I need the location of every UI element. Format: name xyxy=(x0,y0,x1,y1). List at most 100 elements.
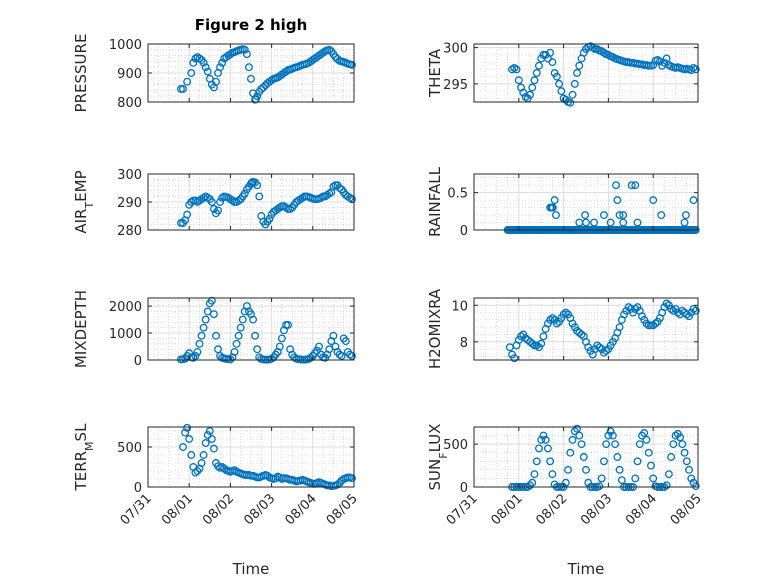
data-point xyxy=(189,353,198,362)
data-point xyxy=(680,448,689,457)
data-point xyxy=(197,459,206,467)
series xyxy=(505,299,700,363)
data-point xyxy=(691,306,700,315)
data-point xyxy=(669,440,678,449)
data-point xyxy=(275,342,284,351)
data-point xyxy=(207,296,216,305)
data-point xyxy=(564,465,573,474)
series xyxy=(177,177,356,229)
data-point xyxy=(573,424,581,433)
data-point xyxy=(595,482,604,491)
data-point xyxy=(517,332,525,341)
data-point xyxy=(207,198,216,206)
data-point xyxy=(664,470,673,479)
data-point xyxy=(635,440,644,449)
data-point xyxy=(647,461,655,470)
data-point xyxy=(590,218,599,227)
x-axis-label: Time xyxy=(567,560,605,578)
data-point xyxy=(267,76,276,85)
axes-box xyxy=(147,297,355,361)
y-tick-label: 1000 xyxy=(109,38,142,53)
data-point xyxy=(209,310,218,319)
data-point xyxy=(680,218,689,227)
y-tick-label: 500 xyxy=(443,438,468,453)
data-point xyxy=(573,69,581,77)
data-point xyxy=(179,443,187,451)
axes-box xyxy=(147,426,355,488)
data-point xyxy=(193,467,202,475)
axes-box xyxy=(473,426,699,488)
data-point xyxy=(199,451,208,459)
data-point xyxy=(537,435,546,444)
subplot-air-temp: 280 290 300 AIRTEMP xyxy=(72,168,356,239)
data-point xyxy=(631,304,640,313)
data-point xyxy=(579,453,588,461)
series xyxy=(177,45,356,104)
data-point xyxy=(604,431,613,440)
data-point xyxy=(657,211,666,220)
data-point xyxy=(662,481,671,490)
data-point xyxy=(207,435,216,443)
data-point xyxy=(218,58,227,67)
axes-box xyxy=(473,43,699,103)
data-point xyxy=(201,439,210,447)
data-point xyxy=(191,352,200,360)
y-axis-label: AIRTEMP xyxy=(72,170,96,233)
data-point xyxy=(546,48,555,57)
data-point xyxy=(566,98,575,107)
data-point xyxy=(277,334,286,343)
figure-title: Figure 2 high xyxy=(195,16,308,34)
data-point xyxy=(539,332,548,341)
data-point xyxy=(535,444,543,453)
data-point xyxy=(263,471,272,480)
data-point xyxy=(577,440,586,449)
data-point xyxy=(526,90,534,99)
y-tick-label: 1000 xyxy=(109,327,142,342)
data-point xyxy=(179,84,187,93)
data-point xyxy=(608,431,617,440)
data-point xyxy=(312,346,321,355)
data-point xyxy=(606,218,615,227)
data-point xyxy=(552,72,561,81)
y-tick-label: 0 xyxy=(134,354,142,369)
data-point xyxy=(642,435,651,444)
data-point xyxy=(557,87,566,96)
data-point xyxy=(209,205,218,213)
data-point xyxy=(234,196,243,205)
data-point xyxy=(599,211,608,220)
data-point xyxy=(552,211,560,220)
data-point xyxy=(682,310,691,319)
data-point xyxy=(203,67,212,76)
data-point xyxy=(234,331,243,340)
data-point xyxy=(577,330,586,339)
data-point xyxy=(647,321,655,330)
data-point xyxy=(649,61,658,69)
data-point xyxy=(640,429,649,437)
y-tick-label: 0.5 xyxy=(447,187,468,202)
y-tick-label: 300 xyxy=(443,42,468,57)
data-point xyxy=(199,323,208,332)
data-point xyxy=(183,210,192,219)
data-point xyxy=(582,465,590,474)
data-point xyxy=(528,83,537,92)
data-point xyxy=(187,69,196,77)
data-point xyxy=(209,444,218,453)
series xyxy=(179,423,356,491)
data-point xyxy=(528,478,537,487)
data-point xyxy=(617,476,626,485)
y-tick-label: 500 xyxy=(117,441,142,456)
data-point xyxy=(333,480,342,489)
data-point xyxy=(552,319,561,328)
data-point xyxy=(286,205,295,213)
y-tick-label: 0 xyxy=(460,481,468,496)
data-point xyxy=(602,440,611,449)
data-point xyxy=(216,198,225,206)
data-point xyxy=(691,482,700,491)
data-point xyxy=(337,352,346,360)
y-axis-label: PRESSURE xyxy=(72,34,90,113)
data-point xyxy=(193,347,202,356)
data-point xyxy=(676,433,685,442)
data-point xyxy=(512,65,521,74)
